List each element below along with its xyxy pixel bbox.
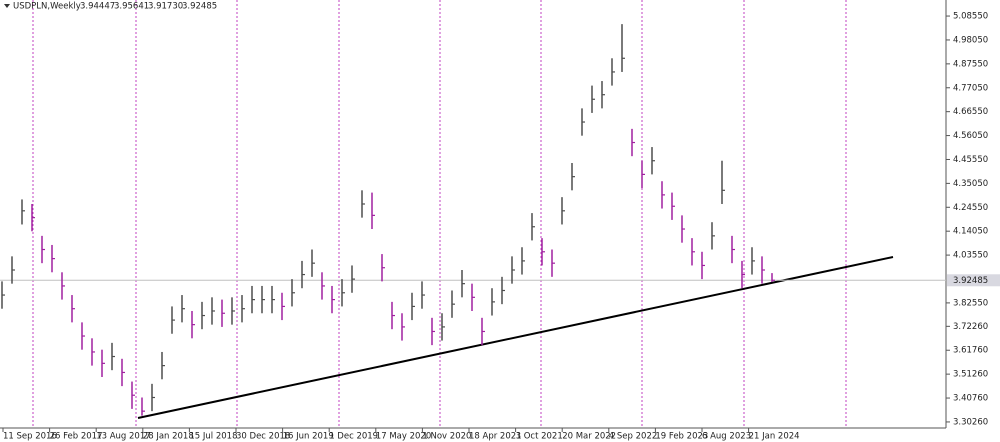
y-tick-label: 3.30260 — [953, 417, 988, 427]
x-tick-label: 3 Oct 2021 — [516, 432, 563, 442]
y-tick-label: 4.56050 — [953, 131, 988, 141]
x-tick-label: 11 Sep 2016 — [3, 432, 57, 442]
current-price-box — [947, 274, 1000, 287]
y-tick-label: 3.82550 — [953, 298, 988, 308]
x-tick-label: 19 Feb 2023 — [655, 432, 708, 442]
x-tick-label: 1 Nov 2020 — [422, 432, 471, 442]
y-tick-label: 4.35050 — [953, 179, 988, 189]
y-tick-label: 3.51260 — [953, 370, 988, 380]
y-tick-label: 4.24550 — [953, 203, 988, 213]
x-tick-label: 26 Feb 2017 — [50, 432, 103, 442]
y-tick-label: 4.98050 — [953, 35, 988, 45]
header-value: 3.95641 — [114, 2, 149, 12]
y-tick-label: 5.08550 — [953, 12, 988, 22]
trend-line — [137, 256, 894, 419]
x-tick-label: 28 Jan 2018 — [143, 432, 194, 442]
x-tick-label: 1 Dec 2019 — [329, 432, 378, 442]
header: USDPLN,Weekly — [4, 2, 81, 12]
x-tick-label: 20 Mar 2022 — [562, 432, 616, 442]
menu-arrow — [4, 4, 10, 8]
x-tick-label: 6 Aug 2023 — [702, 432, 751, 442]
y-tick-label: 4.66550 — [953, 107, 988, 117]
header-value: 3.92485 — [182, 2, 217, 12]
header-value: 3.94447 — [80, 2, 115, 12]
x-tick-label: 4 Sep 2022 — [609, 432, 657, 442]
y-tick-label: 3.40760 — [953, 394, 988, 404]
x-tick-label: 13 Aug 2017 — [96, 432, 150, 442]
x-tick-label: 18 Apr 2021 — [469, 432, 522, 442]
current-price-label: 3.92485 — [953, 276, 988, 286]
y-tick-label: 3.72260 — [953, 322, 988, 332]
x-tick-label: 30 Dec 2018 — [236, 432, 290, 442]
y-tick-label: 4.45550 — [953, 155, 988, 165]
x-tick-label: 21 Jan 2024 — [749, 432, 800, 442]
y-tick-label: 3.61760 — [953, 346, 988, 356]
x-tick-label: 15 Jul 2018 — [189, 432, 237, 442]
header-value: 3.91730 — [148, 2, 183, 12]
x-tick-label: 17 May 2020 — [376, 432, 431, 442]
y-tick-label: 4.87550 — [953, 59, 988, 69]
y-tick-label: 4.14050 — [953, 227, 988, 237]
bars — [1, 24, 775, 416]
x-tick-label: 16 Jun 2019 — [283, 432, 334, 442]
y-tick-label: 4.03550 — [953, 251, 988, 261]
period-separators — [32, 0, 847, 428]
y-tick-label: 4.77050 — [953, 83, 988, 93]
symbol-title: USDPLN,Weekly — [13, 2, 81, 12]
